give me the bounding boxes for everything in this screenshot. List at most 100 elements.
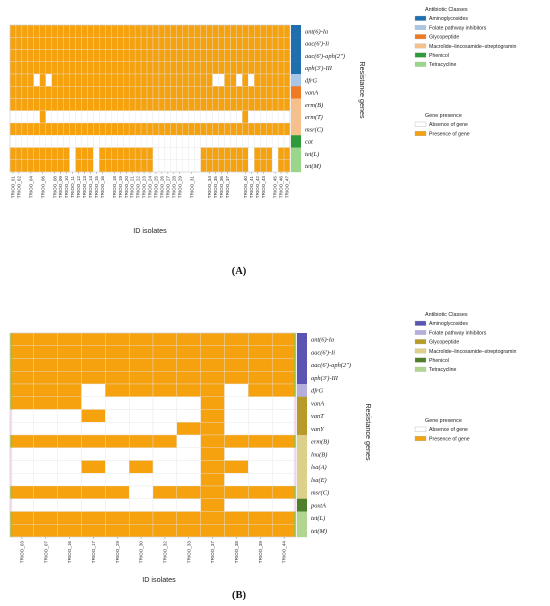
class-annotation-cell [297, 384, 307, 397]
heatmap-cell [105, 434, 130, 448]
heatmap-cell [277, 98, 285, 111]
gene-label: lsa(E) [311, 477, 327, 484]
x-tick-label: TRIOO_29 [177, 176, 182, 199]
heatmap-cell [57, 422, 82, 436]
x-tick-label: TRIOO_31 [189, 176, 194, 199]
heatmap-cell [57, 447, 82, 461]
heatmap-cell [182, 98, 189, 111]
heatmap-cell [277, 122, 285, 136]
heatmap-cell [57, 122, 64, 136]
heatmap-cell [260, 24, 267, 38]
x-tick-label: TRIOO_12 [76, 176, 81, 199]
gene-label: aac(6')-aph(2'') [311, 362, 351, 369]
x-tick-label: TRIOO_41 [249, 176, 254, 199]
gene-label: msr(C) [305, 126, 323, 133]
heatmap-cell [158, 147, 166, 160]
heatmap-cell [230, 24, 237, 38]
heatmap-cell [152, 345, 178, 359]
heatmap-cell [248, 332, 273, 346]
legend-class-label: Aminoglycosides [429, 16, 468, 22]
heatmap-cell [200, 473, 225, 487]
heatmap-cell [45, 135, 52, 148]
heatmap-cell [170, 61, 177, 75]
heatmap-cell [206, 159, 213, 173]
heatmap-cell [242, 73, 249, 87]
heatmap-cell-edge [10, 473, 13, 486]
heatmap-cell [206, 37, 213, 50]
x-tick-label: TRIOO_25 [154, 176, 159, 199]
heatmap-cell [87, 147, 94, 160]
y-axis-label: Resistance genes [358, 61, 367, 119]
heatmap-cell [39, 122, 46, 136]
heatmap-cell [63, 122, 70, 136]
heatmap-cell [206, 73, 213, 87]
heatmap-cell [128, 524, 154, 538]
heatmap-cell [33, 98, 40, 111]
heatmap-cell [21, 24, 29, 38]
heatmap-cell [134, 37, 142, 50]
heatmap-cell [21, 86, 29, 99]
heatmap-cell [140, 110, 148, 124]
heatmap-cell [117, 122, 124, 136]
heatmap-cell [93, 73, 100, 87]
heatmap-cell [33, 485, 58, 499]
heatmap-cell [224, 49, 231, 62]
class-annotation-cell [297, 345, 307, 359]
heatmap-cell [265, 147, 273, 160]
heatmap-cell [182, 86, 189, 99]
heatmap-cell [176, 98, 183, 111]
heatmap-cell [182, 49, 189, 62]
heatmap-cell [9, 485, 35, 499]
heatmap-cell [248, 37, 255, 50]
heatmap-cell [134, 86, 142, 99]
heatmap-cell [248, 485, 273, 499]
legend-class-label: Glycopeptide [429, 35, 459, 41]
heatmap-cell [93, 49, 100, 62]
x-tick-label: TRIOO_38 [234, 541, 239, 564]
heatmap-cell [33, 434, 58, 448]
heatmap-cell [21, 110, 29, 124]
heatmap-cell [81, 473, 106, 487]
heatmap-cell [33, 110, 40, 124]
legend-classes-title: Antibiotic Classes [425, 7, 468, 13]
heatmap-cell [212, 49, 219, 62]
heatmap-cell [152, 485, 178, 499]
heatmap-cell [200, 524, 225, 538]
heatmap-cell [9, 24, 17, 38]
heatmap-cell [271, 422, 297, 436]
heatmap-cell [152, 73, 160, 87]
heatmap-cell [27, 61, 35, 75]
heatmap-cell [81, 498, 106, 512]
class-annotation-cell [297, 498, 307, 512]
heatmap-cell [152, 409, 178, 423]
heatmap-cell [63, 159, 70, 173]
heatmap-cell [248, 159, 255, 173]
heatmap-cell [75, 49, 82, 62]
heatmap-cell [81, 24, 88, 38]
heatmap-cell [218, 86, 225, 99]
legend-class-label: Tetracycline [429, 367, 457, 373]
heatmap-cell [128, 332, 154, 346]
heatmap-cell [224, 396, 249, 410]
heatmap-cell [69, 122, 76, 136]
heatmap-cell [248, 147, 255, 160]
heatmap-cell [248, 24, 255, 38]
heatmap-cell [57, 485, 82, 499]
heatmap-cell [146, 98, 154, 111]
heatmap-cell-edge [10, 422, 13, 435]
heatmap-cell [33, 135, 40, 148]
legend-class-swatch [414, 330, 427, 335]
heatmap-cell [33, 371, 58, 385]
heatmap-cell [57, 159, 64, 173]
legend-presence-swatch [414, 426, 427, 432]
gene-label: tet(M) [311, 528, 327, 535]
heatmap-cell [99, 159, 106, 173]
heatmap-cell [105, 24, 112, 38]
heatmap-cell [254, 147, 261, 160]
heatmap-cell [176, 110, 183, 124]
heatmap-cell [140, 73, 148, 87]
heatmap-cell [128, 61, 136, 75]
heatmap-cell [277, 86, 285, 99]
heatmap-cell [63, 98, 70, 111]
heatmap-cell [224, 511, 249, 525]
